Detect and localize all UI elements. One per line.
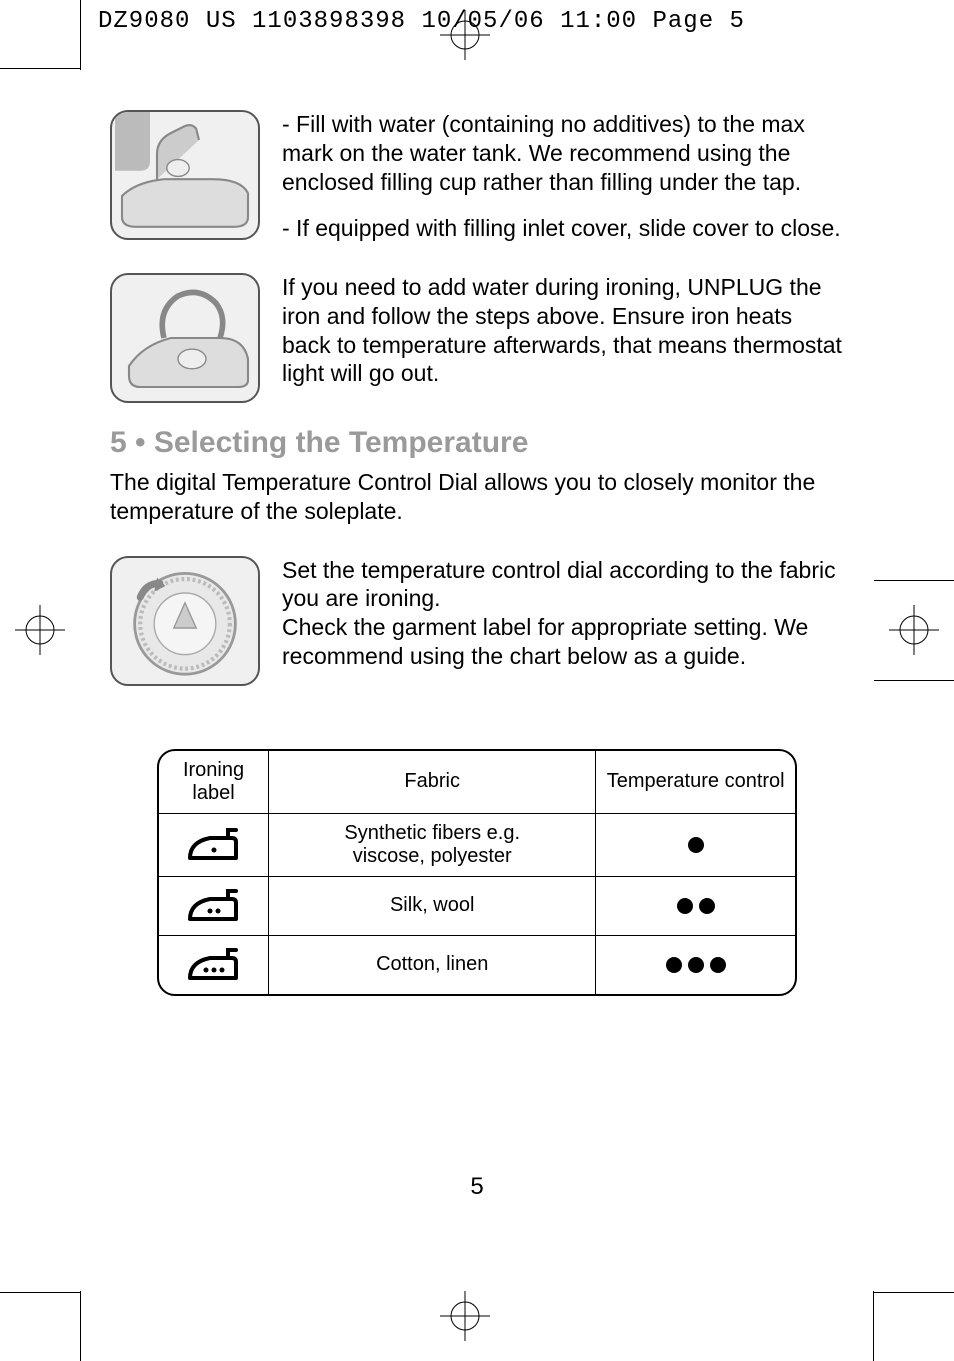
- table-header-row: Ironing label Fabric Temperature control: [159, 751, 795, 814]
- print-header-tag: DZ9080 US 1103898398 10/05/06 11:00 Page…: [98, 8, 745, 35]
- page-content: - Fill with water (containing no additiv…: [110, 110, 844, 996]
- iron-unplug-illustration: [110, 273, 260, 403]
- body-text-block: Set the temperature control dial accordi…: [282, 556, 844, 689]
- section-intro: The digital Temperature Control Dial all…: [110, 468, 844, 526]
- table-header: Temperature control: [596, 751, 795, 814]
- registration-mark-icon: [889, 605, 939, 660]
- fill-water-illustration: [110, 110, 260, 240]
- ironing-label-icon: [159, 935, 269, 994]
- paragraph: Check the garment label for appropriate …: [282, 613, 844, 671]
- crop-mark: [0, 68, 80, 69]
- paragraph: If you need to add water during ironing,…: [282, 273, 844, 388]
- registration-mark-icon: [440, 1291, 490, 1346]
- table-row: Synthetic fibers e.g.viscose, polyester: [159, 813, 795, 876]
- table-row: Cotton, linen: [159, 935, 795, 994]
- crop-mark: [80, 1291, 81, 1361]
- crop-mark: [80, 0, 81, 70]
- fabric-cell: Synthetic fibers e.g.viscose, polyester: [269, 813, 596, 876]
- paragraph: - Fill with water (containing no additiv…: [282, 110, 844, 196]
- section-title: 5 • Selecting the Temperature: [110, 426, 844, 460]
- paragraph: - If equipped with filling inlet cover, …: [282, 214, 844, 243]
- temperature-dial-illustration: [110, 556, 260, 686]
- temperature-cell: [596, 935, 795, 994]
- crop-mark: [874, 1292, 954, 1293]
- crop-mark: [874, 680, 954, 681]
- table-header: Fabric: [269, 751, 596, 814]
- paragraph: Set the temperature control dial accordi…: [282, 556, 844, 614]
- table-header: Ironing label: [159, 751, 269, 814]
- crop-mark: [874, 580, 954, 581]
- body-text-block: If you need to add water during ironing,…: [282, 273, 844, 406]
- fabric-cell: Cotton, linen: [269, 935, 596, 994]
- crop-mark: [873, 1291, 874, 1361]
- temperature-cell: [596, 813, 795, 876]
- temperature-table: Ironing label Fabric Temperature control…: [157, 749, 797, 996]
- ironing-label-icon: [159, 876, 269, 935]
- table-row: Silk, wool: [159, 876, 795, 935]
- page-number: 5: [0, 1173, 954, 1201]
- fabric-cell: Silk, wool: [269, 876, 596, 935]
- crop-mark: [0, 1292, 80, 1293]
- temperature-cell: [596, 876, 795, 935]
- ironing-label-icon: [159, 813, 269, 876]
- registration-mark-icon: [15, 605, 65, 660]
- body-text-block: - Fill with water (containing no additiv…: [282, 110, 844, 261]
